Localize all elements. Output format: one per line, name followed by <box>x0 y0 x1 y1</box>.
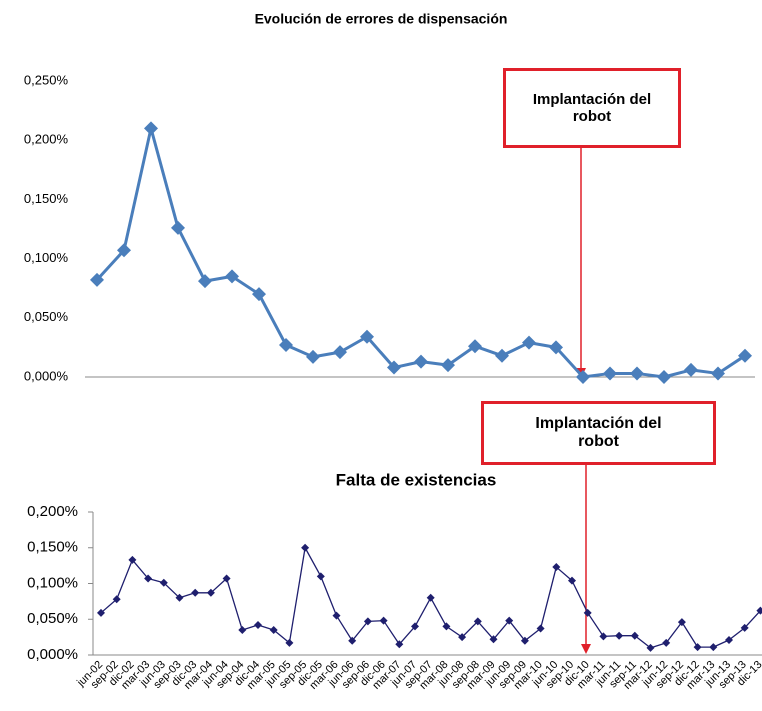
marker <box>144 121 158 136</box>
marker <box>144 574 153 583</box>
marker <box>709 643 718 652</box>
marker <box>97 608 105 617</box>
y-tick-label: 0,000% <box>27 646 78 663</box>
y-tick-label: 0,150% <box>24 191 69 206</box>
marker <box>441 358 455 373</box>
marker <box>646 643 655 652</box>
marker <box>505 616 514 625</box>
marker <box>279 338 293 353</box>
arrowhead <box>581 644 591 654</box>
marker <box>225 269 239 284</box>
marker <box>599 632 608 641</box>
marker <box>90 272 104 287</box>
marker <box>360 329 374 344</box>
marker <box>495 348 509 363</box>
marker <box>473 617 482 626</box>
marker <box>468 339 482 354</box>
marker <box>175 593 184 602</box>
marker <box>414 354 428 369</box>
marker <box>711 366 725 381</box>
marker <box>615 631 624 640</box>
y-tick-label: 0,200% <box>27 503 78 520</box>
marker <box>662 638 671 647</box>
y-tick-label: 0,150% <box>27 539 78 556</box>
marker <box>316 572 325 581</box>
marker <box>657 370 671 384</box>
line <box>95 126 746 379</box>
marker <box>395 640 404 649</box>
marker <box>458 633 467 642</box>
marker <box>332 611 341 620</box>
marker <box>112 595 121 604</box>
marker <box>191 588 200 597</box>
marker <box>603 366 617 381</box>
marker <box>285 638 294 647</box>
y-tick-label: 0,100% <box>27 574 78 591</box>
marker <box>740 623 749 632</box>
marker <box>630 366 644 381</box>
marker <box>222 574 231 583</box>
marker <box>426 593 435 602</box>
marker <box>576 370 590 384</box>
marker <box>159 578 168 587</box>
marker <box>301 543 310 552</box>
y-tick-label: 0,250% <box>24 72 69 87</box>
marker <box>536 624 545 633</box>
marker <box>238 625 247 634</box>
marker <box>117 243 131 258</box>
marker <box>198 274 212 289</box>
y-tick-label: 0,200% <box>24 132 69 147</box>
marker <box>411 622 419 631</box>
marker <box>363 617 372 626</box>
y-tick-label: 0,050% <box>27 610 78 627</box>
marker <box>583 608 592 617</box>
marker <box>568 576 576 585</box>
chart-title: Evolución de errores de dispensación <box>255 11 508 27</box>
marker <box>725 635 733 644</box>
marker <box>252 287 266 302</box>
marker <box>254 620 262 629</box>
y-tick-label: 0,000% <box>24 368 69 383</box>
marker <box>693 643 702 652</box>
marker <box>522 335 536 350</box>
marker <box>306 349 320 364</box>
marker <box>738 348 752 363</box>
annotation: Implantación del robot <box>481 401 716 465</box>
marker <box>387 360 401 375</box>
marker <box>348 636 357 645</box>
marker <box>128 555 137 564</box>
marker <box>677 618 686 627</box>
marker <box>269 625 278 634</box>
marker <box>489 635 498 644</box>
chart-title: Falta de existencias <box>336 470 497 489</box>
marker <box>206 588 215 597</box>
marker <box>549 340 563 355</box>
marker <box>379 616 388 625</box>
marker <box>333 345 347 360</box>
marker <box>552 563 561 572</box>
marker <box>442 622 451 631</box>
y-tick-label: 0,050% <box>24 309 69 324</box>
marker <box>684 362 698 377</box>
annotation: Implantación del robot <box>503 68 681 148</box>
marker <box>171 220 185 235</box>
marker <box>630 631 639 640</box>
marker <box>756 606 762 615</box>
marker <box>520 636 529 645</box>
y-tick-label: 0,100% <box>24 250 69 265</box>
